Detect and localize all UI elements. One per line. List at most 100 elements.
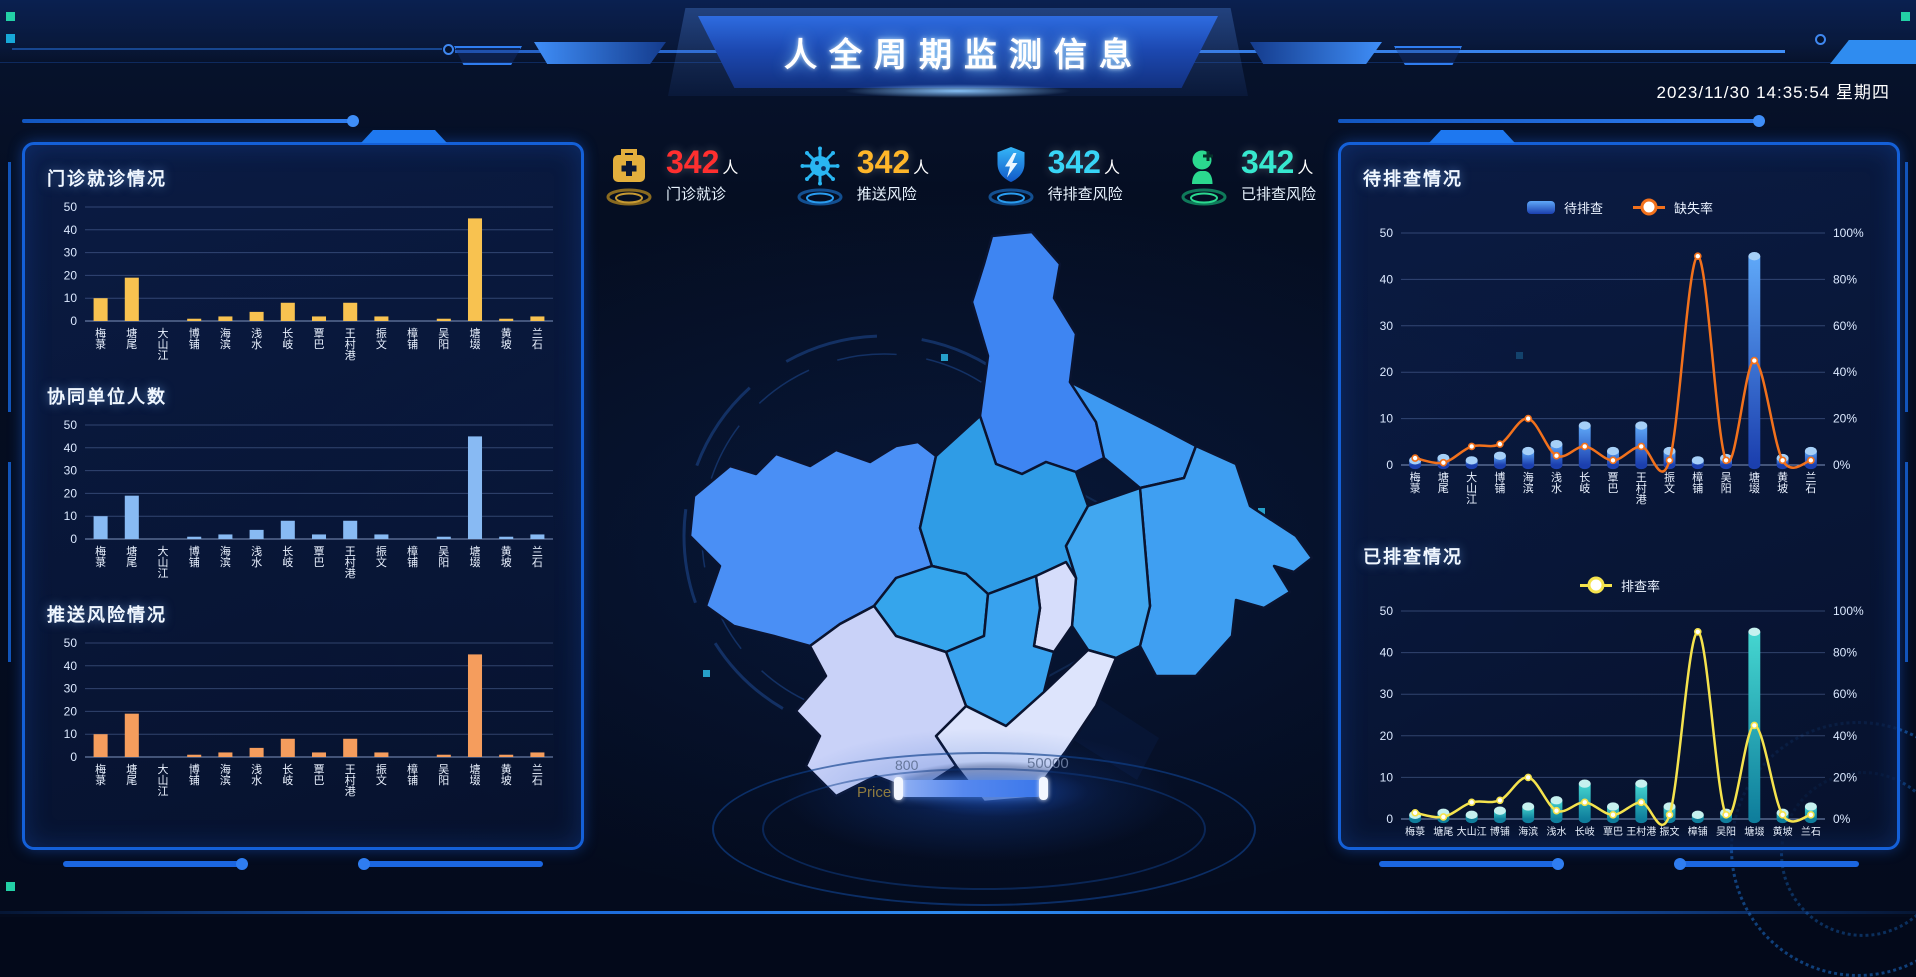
svg-text:长岐: 长岐 xyxy=(282,763,293,787)
corner-square xyxy=(6,882,15,891)
svg-text:吴阳: 吴阳 xyxy=(438,545,449,569)
legend-item[interactable]: 待排查 xyxy=(1526,198,1603,217)
svg-text:王村港: 王村港 xyxy=(1626,825,1656,838)
edge-line xyxy=(8,162,11,412)
svg-text:30: 30 xyxy=(1380,319,1394,333)
svg-text:博铺: 博铺 xyxy=(189,545,200,569)
chart-outpatient: 0 10 20 30 40 50 梅菉 塘尾 大山江 博铺 海滨 浅水 长岐 覃巴 王村港 振文 樟铺 吴阳 塘㙍黄… xyxy=(39,195,569,377)
svg-text:20: 20 xyxy=(1380,365,1394,379)
svg-text:0: 0 xyxy=(70,532,77,546)
stat-value: 342 xyxy=(1047,144,1101,180)
svg-text:振文: 振文 xyxy=(376,762,387,787)
bg-dot xyxy=(703,670,710,677)
datetime: 2023/11/30 14:35:54 星期四 xyxy=(1656,83,1890,102)
svg-text:吴阳: 吴阳 xyxy=(1716,826,1736,838)
svg-text:覃巴: 覃巴 xyxy=(314,545,325,569)
svg-text:长岐: 长岐 xyxy=(1579,471,1590,495)
svg-text:兰石: 兰石 xyxy=(1805,471,1816,495)
panel-trace xyxy=(63,858,248,870)
stat-label: 推送风险 xyxy=(856,186,917,203)
header-circuit-line-left xyxy=(12,44,454,55)
svg-text:王村港: 王村港 xyxy=(1636,472,1647,506)
chart-legend: 待排查 缺失率 xyxy=(1355,195,1885,219)
stat-pending-risk: 342 人 待排查风险 xyxy=(982,140,1123,210)
svg-text:塘尾: 塘尾 xyxy=(126,544,137,569)
legend-item[interactable]: 缺失率 xyxy=(1633,198,1713,217)
svg-text:0%: 0% xyxy=(1833,458,1851,472)
svg-text:50: 50 xyxy=(1380,226,1394,240)
slider-handle-max[interactable] xyxy=(1039,777,1048,800)
head-plus-icon xyxy=(1181,150,1227,206)
svg-text:海滨: 海滨 xyxy=(220,762,231,787)
edge-line xyxy=(1905,462,1908,662)
title-outer-wing-left xyxy=(454,46,522,65)
svg-text:塘尾: 塘尾 xyxy=(1433,825,1453,838)
edge-line xyxy=(1905,162,1908,412)
svg-text:0%: 0% xyxy=(1833,812,1851,826)
svg-text:海滨: 海滨 xyxy=(220,326,231,351)
panel-tab xyxy=(361,130,447,143)
svg-text:50: 50 xyxy=(64,418,78,432)
corner-square xyxy=(6,34,15,43)
stat-label: 待排查风险 xyxy=(1047,186,1123,203)
panel-trace xyxy=(358,858,543,870)
left-panel: 门诊就诊情况 0 10 20 30 40 50 梅菉 塘尾 大山江 博铺 海滨 浅水 长岐 覃巴 王村港 振文… xyxy=(22,115,584,870)
svg-text:50: 50 xyxy=(1380,604,1394,618)
title-wing-right xyxy=(1250,42,1382,64)
svg-text:王村港: 王村港 xyxy=(345,764,356,798)
slider-label: Price xyxy=(857,784,892,801)
section-title-push-risk: 推送风险情况 xyxy=(47,605,167,625)
legend-item[interactable]: 排查率 xyxy=(1579,576,1660,595)
svg-text:塘㙍: 塘㙍 xyxy=(470,326,481,351)
chart-legend: 排查率 xyxy=(1355,573,1885,597)
slider-handle-min[interactable] xyxy=(894,777,903,800)
svg-text:海滨: 海滨 xyxy=(1523,470,1534,495)
svg-text:塘㙍: 塘㙍 xyxy=(470,544,481,569)
svg-text:海滨: 海滨 xyxy=(220,544,231,569)
svg-text:兰石: 兰石 xyxy=(532,545,543,569)
stat-label: 门诊就诊 xyxy=(666,186,727,203)
svg-text:吴阳: 吴阳 xyxy=(438,327,449,351)
svg-text:大山江: 大山江 xyxy=(158,762,169,798)
slider-min-value: 800 xyxy=(895,757,919,773)
svg-text:40%: 40% xyxy=(1833,729,1857,743)
svg-text:塘㙍: 塘㙍 xyxy=(470,762,481,787)
right-panel: 待排查情况 待排查 缺失率 0 10 20 30 40 50 0% 20% 40% 60% 80% 100… xyxy=(1338,115,1900,870)
svg-text:0: 0 xyxy=(70,314,77,328)
title-plate-wrap: 人全周期监测信息 xyxy=(668,8,1248,98)
svg-text:浅水: 浅水 xyxy=(1546,825,1566,838)
stat-unit: 人 xyxy=(1297,160,1314,177)
map-region[interactable] xyxy=(1064,486,1152,660)
stat-value: 342 xyxy=(666,144,720,180)
svg-text:40%: 40% xyxy=(1833,365,1857,379)
price-slider: Price 800 50000 xyxy=(845,748,1145,826)
svg-text:梅菉: 梅菉 xyxy=(95,762,106,787)
svg-text:振文: 振文 xyxy=(376,544,387,569)
svg-text:大山江: 大山江 xyxy=(1466,470,1477,506)
stat-unit: 人 xyxy=(1103,160,1120,177)
title-wing-left xyxy=(534,42,666,64)
svg-text:浅水: 浅水 xyxy=(251,327,262,351)
stat-value: 342 xyxy=(856,144,911,180)
title-outer-wing-right xyxy=(1394,46,1462,65)
chart-pending: 待排查 缺失率 0 10 20 30 40 50 0% 20% 40% 60% 80% 100% 梅菉 塘尾大… xyxy=(1355,195,1885,527)
city-map[interactable] xyxy=(634,206,1314,806)
svg-text:樟铺: 樟铺 xyxy=(407,326,418,351)
stat-unit: 人 xyxy=(722,160,739,177)
map-region[interactable] xyxy=(970,230,1106,476)
medkit-icon xyxy=(606,149,652,206)
svg-text:覃巴: 覃巴 xyxy=(314,763,325,787)
svg-text:博铺: 博铺 xyxy=(1494,471,1505,495)
svg-text:梅菉: 梅菉 xyxy=(95,326,106,351)
svg-text:10: 10 xyxy=(1380,770,1394,784)
section-pending: 待排查情况 待排查 缺失率 0 10 20 30 40 50 0% 20% 40% 60% 80% 100… xyxy=(1355,159,1885,527)
svg-text:长岐: 长岐 xyxy=(1575,825,1595,838)
svg-text:大山江: 大山江 xyxy=(158,326,169,362)
bg-dot xyxy=(941,354,948,361)
header-node-icon xyxy=(1815,34,1826,45)
section-title-cooperative: 协同单位人数 xyxy=(47,387,167,407)
svg-text:塘尾: 塘尾 xyxy=(126,326,137,351)
slider-track[interactable] xyxy=(894,777,1048,800)
panel-trace xyxy=(1338,115,1765,127)
